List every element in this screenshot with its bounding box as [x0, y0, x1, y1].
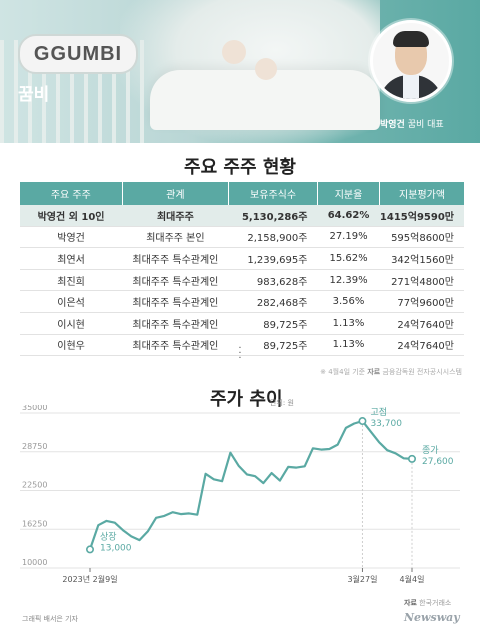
y-tick-label: 28750: [22, 442, 47, 451]
chart-source-text: 한국거래소: [419, 599, 452, 607]
col-shares-header: 보유주식수: [228, 182, 318, 205]
annotation-point: [407, 454, 416, 463]
y-tick-label: 35000: [22, 405, 47, 412]
col-shares-cell: 983,628주: [228, 269, 318, 292]
col-relation-cell: 최대주주 특수관계인: [122, 247, 229, 270]
annotation-value: 33,700: [370, 419, 402, 429]
col-shareholder-cell: 최진희: [20, 269, 123, 292]
col-stake-cell: 3.56%: [317, 290, 380, 313]
col-stake-header: 지분율: [317, 182, 381, 205]
x-tick-label: 4월4일: [400, 574, 425, 584]
col-shareholder-cell: 이현우: [20, 334, 123, 357]
ceo-portrait: [370, 20, 452, 102]
annotation-label: 고점: [370, 406, 387, 418]
col-relation-cell: 최대주주 특수관계인: [122, 334, 229, 357]
brand-logo: GGUMBI: [18, 34, 138, 74]
note-date: ※ 4월4일 기준: [320, 368, 366, 376]
col-value-cell: 342억1560만: [379, 247, 464, 270]
annotation-value: 13,000: [100, 543, 132, 553]
y-tick-label: 22500: [22, 481, 47, 490]
col-value-cell: 24억7640만: [379, 334, 464, 357]
unit-label: 단위: 원: [270, 399, 294, 407]
note-source: 금융감독원 전자공시시스템: [382, 368, 462, 376]
col-shares-cell: 89,725주: [228, 334, 318, 357]
chart-source-label: 자료: [404, 599, 417, 607]
brand-name-korean: 꿈비: [18, 85, 50, 105]
annotation-point: [358, 417, 367, 426]
ceo-title: 꿈비 대표: [407, 120, 444, 130]
table-row: 박영건 최대주주 본인 2,158,900주 27.19% 595억8600만: [20, 226, 464, 249]
col-shares-cell: 2,158,900주: [228, 226, 318, 249]
col-value-cell: 595억8600만: [379, 226, 464, 249]
y-tick-label: 10000: [22, 558, 47, 567]
col-value-cell: 24억7640만: [379, 312, 464, 335]
table-row: 최진희 최대주주 특수관계인 983,628주 12.39% 271억4800만: [20, 269, 464, 292]
col-shares-cell: 1,239,695주: [228, 247, 318, 270]
col-value-cell: 1415억9590만: [379, 205, 464, 227]
col-shareholder-cell: 박영건: [20, 226, 123, 249]
bed-illustration: [150, 70, 380, 130]
table-header-row: 주요 주주 관계 보유주식수 지분율 지분평가액: [20, 182, 464, 205]
col-stake-cell: 12.39%: [317, 269, 380, 292]
x-tick-label: 2023년 2월9일: [62, 574, 117, 584]
table-row: 이은석 최대주주 특수관계인 282,468주 3.56% 77억9600만: [20, 290, 464, 313]
shareholders-table: 주요 주주 관계 보유주식수 지분율 지분평가액 박영건 외 10인 최대주주 5,130,…: [20, 182, 464, 357]
col-relation-header: 관계: [122, 182, 230, 205]
graphic-credit: 그래픽 배서은 기자: [22, 615, 78, 623]
col-value-header: 지분평가액: [379, 182, 464, 205]
col-value-cell: 271억4800만: [379, 269, 464, 292]
newsway-logo: Newsway: [404, 611, 460, 624]
y-tick-label: 16250: [22, 519, 47, 528]
stock-chart-title: 주가 추이: [210, 389, 283, 410]
col-value-cell: 77억9600만: [379, 290, 464, 313]
ceo-caption: 박영건 꿈비 대표: [380, 117, 444, 130]
note-source-label: 자료: [367, 368, 381, 376]
col-relation-cell: 최대주주 특수관계인: [122, 290, 229, 313]
col-relation-cell: 최대주주 특수관계인: [122, 269, 229, 292]
table-row: 이현우 최대주주 특수관계인 89,725주 1.13% 24억7640만: [20, 334, 464, 357]
chart-source: 자료 한국거래소: [404, 598, 451, 608]
col-shares-cell: 282,468주: [228, 290, 318, 313]
annotation-label: 종가: [422, 445, 439, 456]
annotation-label: 상장: [100, 531, 117, 542]
col-shareholder-cell: 이시현: [20, 312, 123, 335]
x-tick-label: 3월27일: [347, 574, 377, 584]
col-stake-cell: 27.19%: [317, 226, 380, 249]
table-note: ※ 4월4일 기준 자료 금융감독원 전자공시시스템: [320, 367, 462, 377]
table-body: 박영건 외 10인 최대주주 5,130,286주 64.62% 1415억9590만 박…: [20, 205, 464, 357]
col-relation-cell: 최대주주: [122, 205, 229, 227]
col-shares-cell: 5,130,286주: [228, 205, 318, 227]
col-stake-cell: 15.62%: [317, 247, 380, 270]
col-shareholder-cell: 박영건 외 10인: [20, 205, 123, 227]
shareholders-title: 주요 주주 현황: [184, 157, 296, 178]
annotation-point: [86, 545, 95, 554]
col-stake-cell: 1.13%: [317, 334, 380, 357]
col-stake-cell: 64.62%: [317, 205, 380, 227]
stock-price-chart: 10000 16250 22500 28750 35000 2023년 2월9일 3월27일…: [20, 405, 460, 584]
price-line: [88, 420, 413, 550]
col-shareholder-cell: 최연서: [20, 247, 123, 270]
col-shareholder-header: 주요 주주: [20, 182, 123, 205]
ceo-name: 박영건: [380, 120, 405, 130]
col-relation-cell: 최대주주 본인: [122, 226, 229, 249]
table-row: 최연서 최대주주 특수관계인 1,239,695주 15.62% 342억1560만: [20, 247, 464, 270]
child-figure: [222, 40, 246, 64]
col-stake-cell: 1.13%: [317, 312, 380, 335]
col-relation-cell: 최대주주 특수관계인: [122, 312, 229, 335]
more-rows-ellipsis: · · ·: [238, 343, 242, 364]
child-figure: [255, 58, 277, 80]
table-row: 박영건 외 10인 최대주주 5,130,286주 64.62% 1415억9590만: [20, 205, 464, 227]
col-shares-cell: 89,725주: [228, 312, 318, 335]
col-shareholder-cell: 이은석: [20, 290, 123, 313]
header-banner: GGUMBI 꿈비 박영건 꿈비 대표: [0, 0, 480, 143]
annotation-value: 27,600: [422, 457, 454, 467]
table-row: 이시현 최대주주 특수관계인 89,725주 1.13% 24억7640만: [20, 312, 464, 335]
